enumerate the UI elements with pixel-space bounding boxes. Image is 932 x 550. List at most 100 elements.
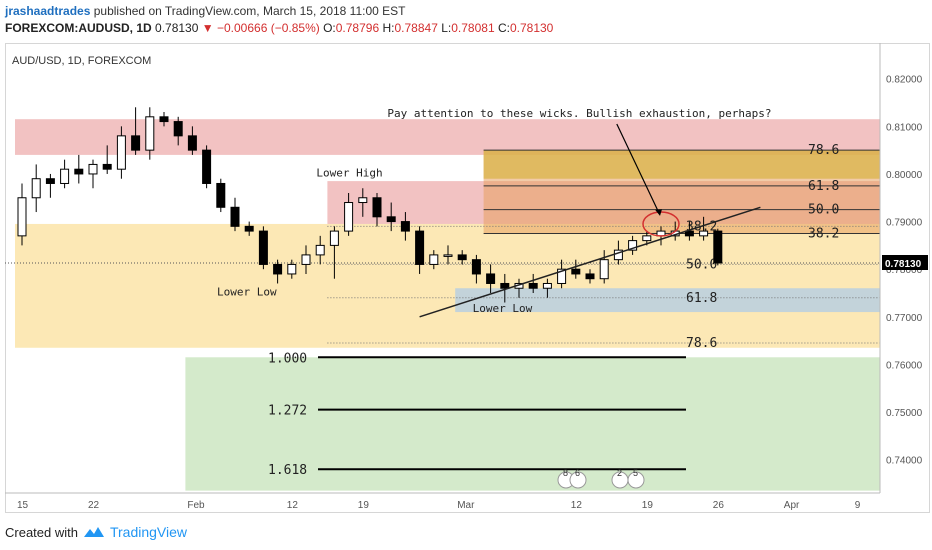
down-arrow-icon: ▼ (201, 21, 214, 35)
x-tick-1: 22 (88, 500, 100, 511)
extension-label-2: 1.618 (268, 463, 307, 478)
candle-body-20 (301, 254, 311, 265)
candle-body-32 (471, 259, 481, 275)
last-price-tag (882, 255, 928, 270)
chart-frame[interactable] (5, 43, 930, 513)
trendline (419, 206, 761, 318)
fib-lower-label-3: 78.6 (686, 336, 717, 351)
candle-body-19 (287, 263, 297, 275)
event-flag-3 (627, 471, 645, 489)
annotation-1: Lower Low (217, 285, 277, 298)
candle-body-23 (344, 202, 354, 232)
candle-body-14 (216, 182, 226, 208)
low-value: 0.78081 (451, 21, 495, 35)
author-link[interactable]: jrashaadtrades (5, 4, 91, 18)
high-value: 0.78847 (394, 21, 438, 35)
candle-body-37 (542, 282, 552, 289)
tradingview-brand[interactable]: TradingView (109, 524, 188, 540)
y-tick-6: 0.76000 (886, 360, 923, 371)
annotation-0: Lower High (316, 166, 382, 179)
candle-body-2 (45, 178, 55, 184)
tradingview-logo-icon (83, 526, 104, 538)
fib-upper-label-2: 50.0 (808, 203, 839, 218)
y-tick-0: 0.82000 (886, 75, 923, 86)
fib-lower-label-1: 50.0 (686, 257, 717, 272)
symbol-label: FOREXCOM:AUDUSD, 1D (5, 21, 152, 35)
y-tick-4: 0.78000 (886, 265, 923, 276)
candle-body-4 (74, 168, 84, 175)
open-value: 0.78796 (335, 21, 380, 35)
fib-upper-label-0: 78.6 (808, 143, 839, 158)
x-tick-6: 12 (571, 500, 583, 511)
candle-body-24 (358, 197, 368, 204)
candle-body-47 (684, 230, 694, 237)
annotation-3: Pay attention to these wicks. Bullish ex… (387, 107, 771, 120)
open-label: O: (323, 21, 336, 35)
candle-body-6 (102, 163, 112, 170)
zone-fib-gold (483, 150, 880, 179)
y-tick-2: 0.80000 (886, 170, 923, 181)
candle-body-21 (315, 244, 325, 256)
last-price: 0.78130 (155, 21, 199, 35)
x-tick-8: 26 (713, 500, 725, 511)
candle-body-40 (585, 273, 595, 280)
candle-body-31 (457, 254, 467, 261)
extension-label-1: 1.272 (268, 404, 307, 419)
annotation-arrow (616, 123, 660, 214)
candle-body-30 (443, 254, 453, 257)
candle-body-44 (642, 235, 652, 242)
fib-upper-label-1: 61.8 (808, 179, 839, 194)
y-tick-1: 0.81000 (886, 122, 923, 133)
candle-body-34 (500, 282, 510, 289)
ohlc-line: FOREXCOM:AUDUSD, 1D 0.78130 ▼ −0.00666 (… (5, 21, 553, 35)
candle-body-43 (628, 240, 638, 251)
candle-body-16 (244, 225, 254, 232)
footer: Created with TradingView (5, 524, 187, 540)
x-tick-4: 19 (358, 500, 370, 511)
event-flag-label-3: 5 (633, 468, 638, 478)
x-tick-5: Mar (457, 500, 475, 511)
x-tick-2: Feb (187, 500, 205, 511)
candle-body-1 (31, 178, 41, 199)
event-flag-1 (569, 471, 587, 489)
candle-body-28 (415, 230, 425, 265)
candle-body-22 (329, 230, 339, 246)
published-text: published on TradingView.com, March 15, … (93, 4, 406, 18)
created-with-text: Created with (5, 524, 78, 540)
candle-body-13 (202, 149, 212, 184)
candle-body-41 (599, 259, 609, 280)
x-tick-9: Apr (784, 500, 800, 511)
zone-supply-upper (15, 119, 880, 155)
y-tick-5: 0.77000 (886, 313, 923, 324)
candle-body-11 (173, 121, 183, 137)
extension-label-0: 1.000 (268, 351, 307, 366)
event-flag-label-0: 8 (563, 468, 568, 478)
candle-body-36 (528, 282, 538, 289)
high-label: H: (382, 21, 395, 35)
fib-upper-label-3: 38.2 (808, 226, 839, 241)
x-tick-7: 19 (642, 500, 654, 511)
candle-body-8 (131, 135, 141, 151)
x-tick-3: 12 (287, 500, 299, 511)
publish-line: jrashaadtrades published on TradingView.… (5, 4, 405, 18)
candle-body-17 (258, 230, 268, 265)
candle-body-26 (386, 216, 396, 223)
last-price-tag-text: 0.78130 (885, 259, 922, 270)
candle-body-27 (400, 221, 410, 232)
candle-body-10 (159, 116, 169, 123)
candle-body-7 (116, 135, 126, 170)
candle-body-25 (372, 197, 382, 218)
candle-body-0 (17, 197, 27, 237)
event-flag-label-1: 6 (575, 468, 580, 478)
candle-body-29 (429, 254, 439, 265)
change-value: −0.00666 (−0.85%) (216, 21, 320, 35)
candle-body-3 (60, 168, 70, 184)
fib-lower-label-2: 61.8 (686, 291, 717, 306)
x-tick-10: 9 (855, 500, 861, 511)
chart-title: AUD/USD, 1D, FOREXCOM (12, 55, 151, 67)
candle-body-15 (230, 206, 240, 227)
zone-demand-main (15, 223, 880, 348)
candle-body-12 (187, 135, 197, 151)
candle-body-39 (571, 268, 581, 275)
